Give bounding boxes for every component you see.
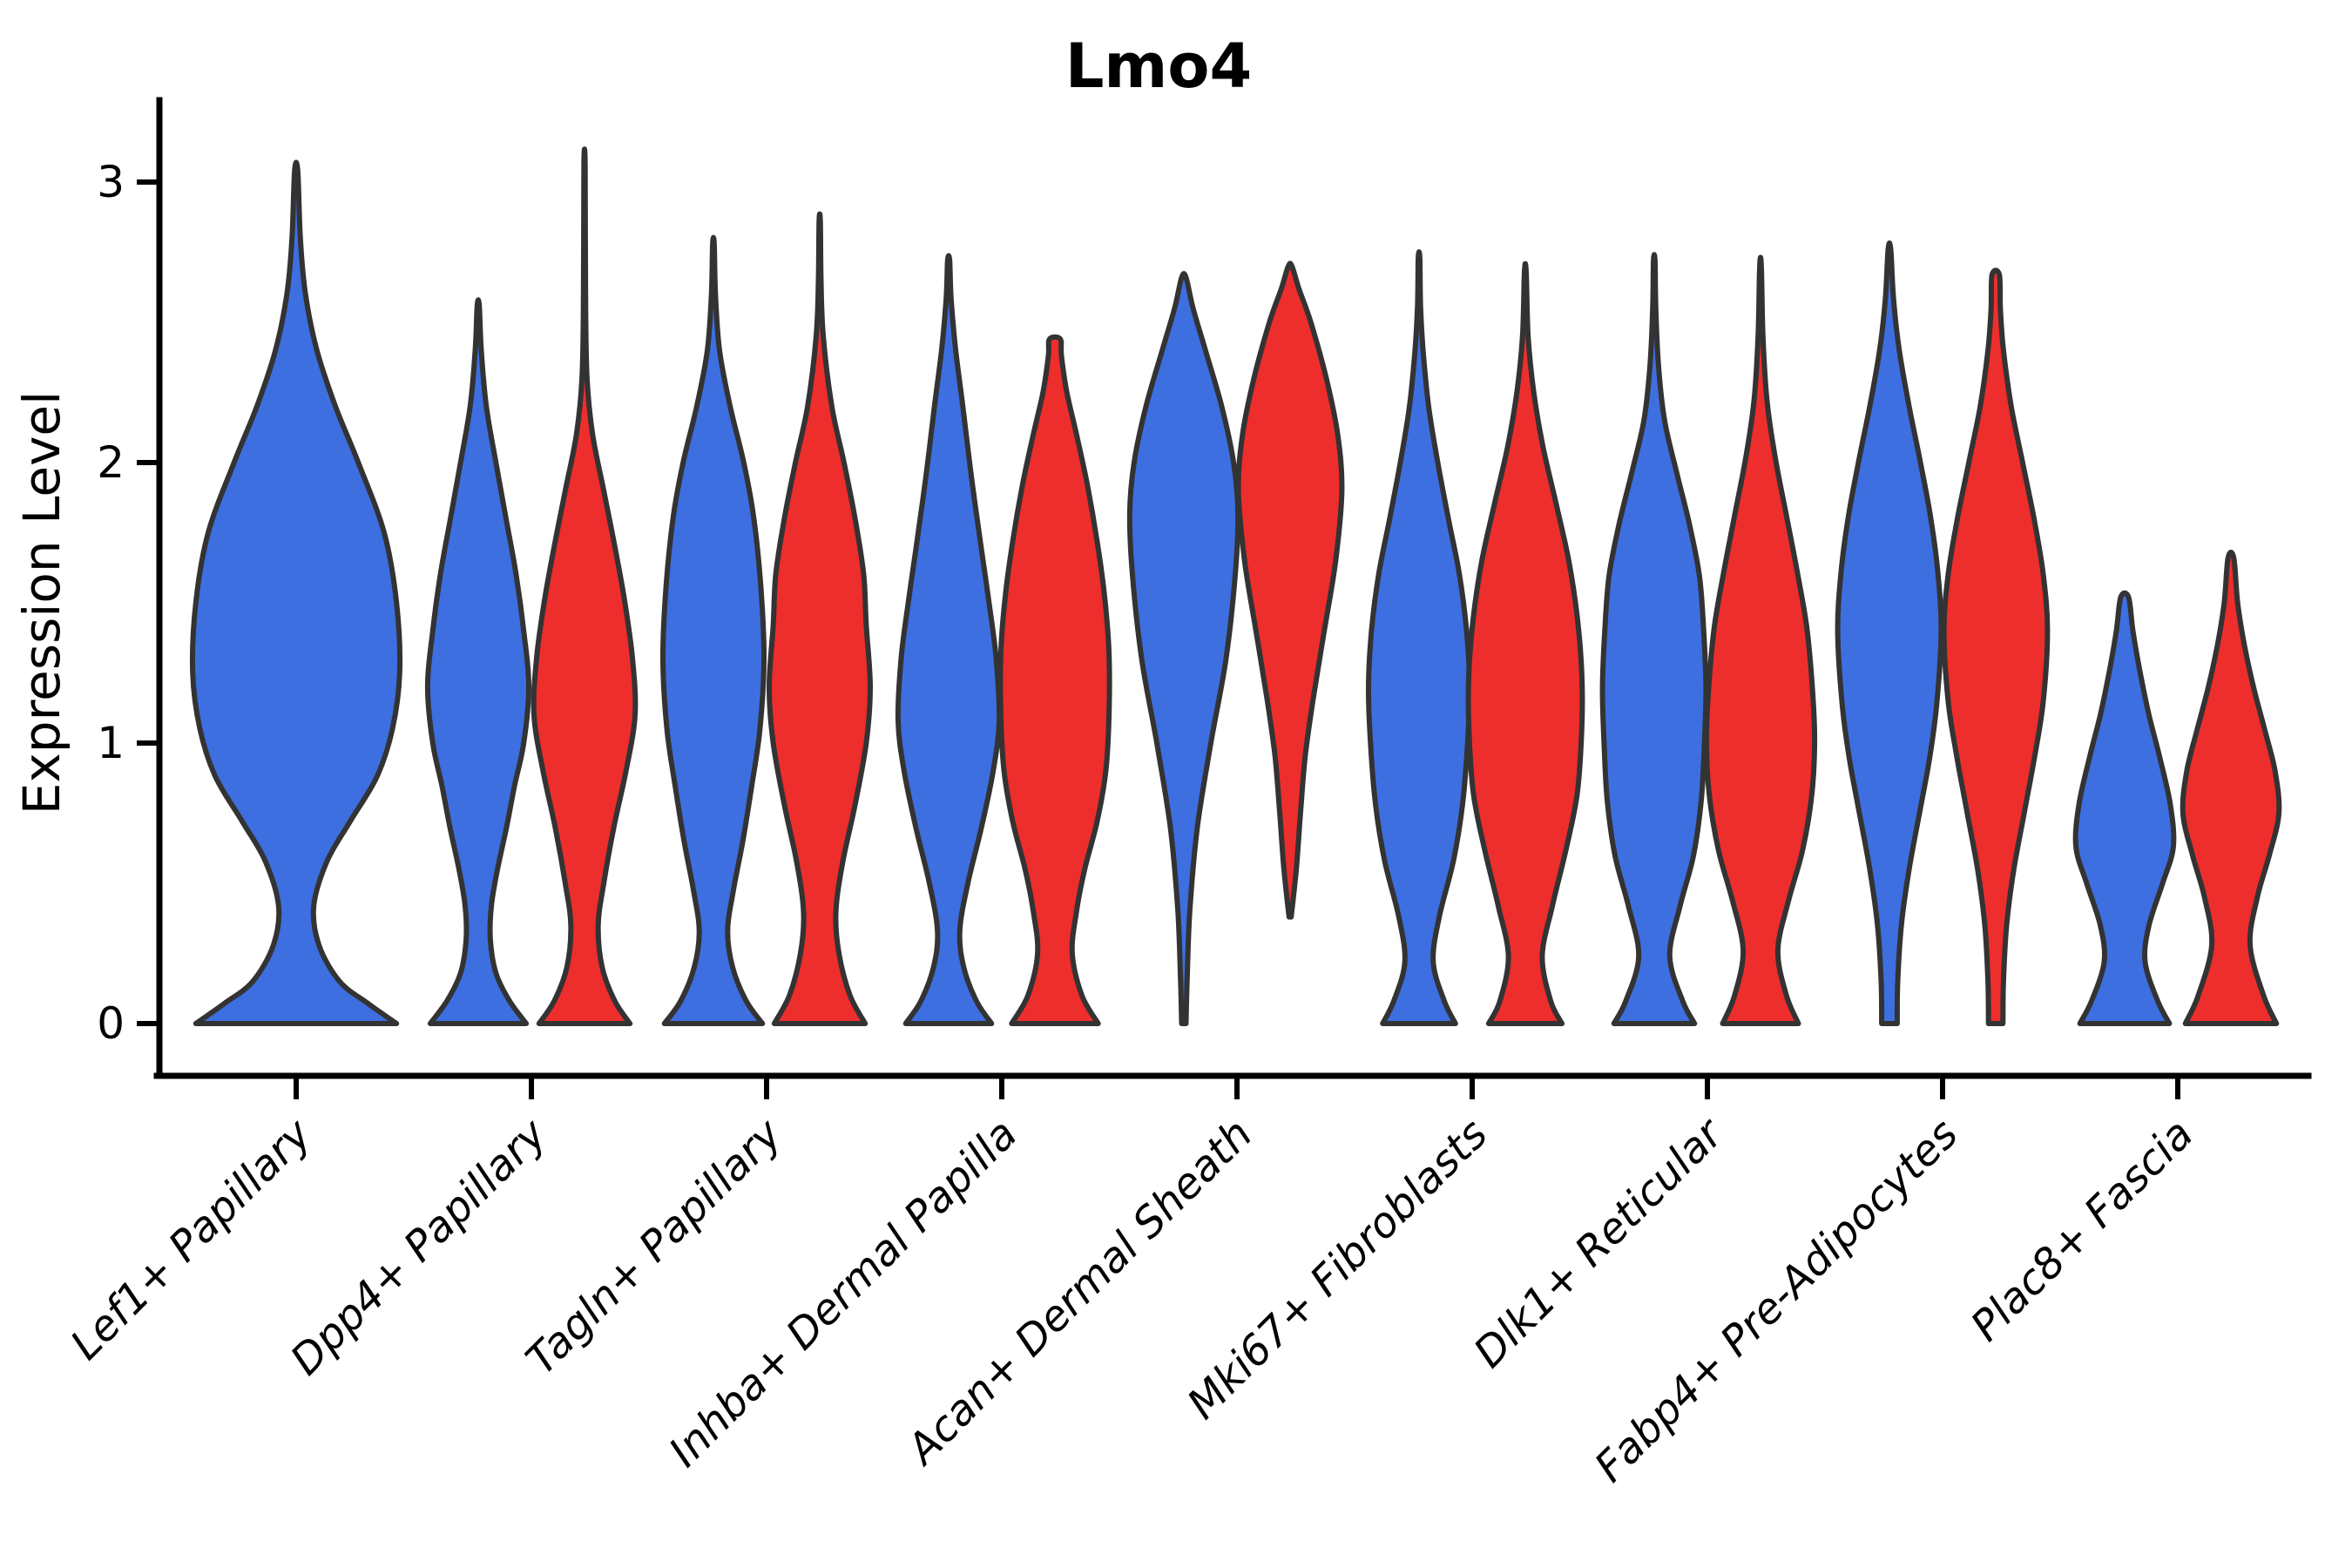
violin-blue-dpp4-papillary	[424, 297, 531, 1026]
violin-red-tagln-papillary	[767, 211, 873, 1026]
violin-red-dlk1-reticular	[1703, 254, 1818, 1026]
y-tick-label-1: 1	[97, 718, 125, 768]
violins-layer	[189, 146, 2282, 1026]
x-tick-label-7: Dlk1+ Reticular	[1464, 1108, 1734, 1378]
violin-blue-lef1-papillary	[189, 159, 403, 1026]
violin-red-acan-dermal-sheath	[1235, 260, 1345, 920]
violin-red-inhba-dermal-papilla	[997, 334, 1112, 1026]
violin-blue-dlk1-reticular	[1599, 252, 1709, 1026]
x-tick-label-3: Tagln+ Papillary	[517, 1109, 792, 1384]
axes-layer	[137, 97, 2312, 1099]
violin-red-fabp4-pre-adipocytes	[1941, 267, 2051, 1026]
violin-blue-mki67-fibroblasts	[1365, 249, 1473, 1026]
x-tick-label-1: Lef1+ Papillary	[61, 1109, 321, 1369]
violin-blue-inhba-dermal-papilla	[895, 253, 1003, 1026]
violin-red-mki67-fibroblasts	[1465, 260, 1585, 1026]
violin-blue-acan-dermal-sheath	[1126, 271, 1241, 1026]
violin-red-plac8-fascia	[2180, 550, 2282, 1026]
x-tick-label-9: Plac8+ Fascia	[1962, 1110, 2203, 1351]
violin-red-dpp4-papillary	[531, 146, 639, 1026]
y-axis-label: Expression Level	[12, 391, 71, 814]
violin-blue-fabp4-pre-adipocytes	[1835, 240, 1944, 1026]
chart-title: Lmo4	[1065, 30, 1252, 102]
y-tick-label-2: 2	[97, 437, 125, 488]
y-tick-label-3: 3	[97, 157, 125, 207]
y-tick-label-0: 0	[97, 998, 125, 1049]
x-tick-label-2: Dpp4+ Papillary	[281, 1109, 557, 1384]
violin-blue-plac8-fascia	[2072, 590, 2177, 1026]
violin-blue-tagln-papillary	[659, 234, 767, 1026]
